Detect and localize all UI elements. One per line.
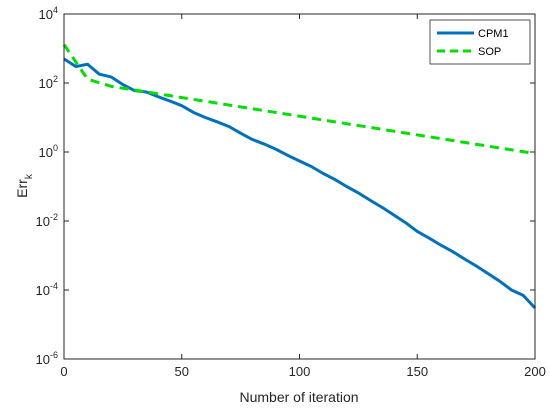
y-tick-label: 10-6 [36, 350, 58, 367]
x-tick-label: 200 [524, 364, 546, 379]
y-axis-title-subscript: k [24, 173, 35, 179]
y-tick-exponent: 4 [53, 5, 58, 15]
y-axis-title: Errk [14, 173, 35, 198]
y-tick-label: 104 [39, 5, 58, 22]
x-axis-title: Number of iteration [239, 389, 358, 405]
y-tick-exponent: -6 [50, 350, 58, 360]
legend-label-sop: SOP [478, 46, 501, 58]
x-tick-label: 50 [175, 364, 189, 379]
y-tick-base: 10 [39, 145, 53, 160]
plot-area [64, 14, 535, 359]
legend-label-cpm1: CPM1 [478, 28, 509, 40]
series-line-sop [62, 43, 536, 156]
y-tick-exponent: 0 [53, 143, 58, 153]
x-tick-label: 100 [289, 364, 311, 379]
y-tick-base: 10 [36, 283, 50, 298]
y-tick-base: 10 [36, 214, 50, 229]
x-axis-ticks: 0 50 100 150 200 [60, 14, 546, 379]
y-tick-base: 10 [39, 7, 53, 22]
plot-frame [63, 13, 536, 360]
y-tick-label: 10-2 [36, 212, 58, 229]
y-tick-label: 100 [39, 143, 58, 160]
legend-box [429, 19, 531, 65]
y-tick-label: 10-4 [36, 281, 58, 298]
y-tick-base: 10 [39, 76, 53, 91]
legend: CPM1 SOP [429, 19, 531, 65]
y-axis-title-main: Err [14, 179, 30, 198]
y-tick-exponent: -2 [50, 212, 58, 222]
x-tick-label: 150 [406, 364, 428, 379]
y-tick-label: 102 [39, 74, 58, 91]
y-tick-exponent: -4 [50, 281, 58, 291]
y-tick-exponent: 2 [53, 74, 58, 84]
y-tick-base: 10 [36, 352, 50, 367]
x-tick-label: 0 [60, 364, 67, 379]
series-layer [62, 43, 537, 310]
